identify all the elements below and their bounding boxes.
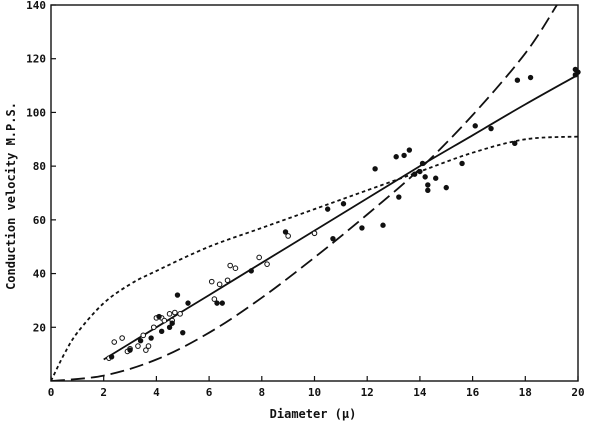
open-data-point	[140, 332, 147, 339]
filled-data-point	[372, 166, 378, 172]
filled-data-point	[472, 123, 478, 129]
x-tick-label: 12	[361, 386, 374, 399]
filled-data-point	[324, 206, 331, 212]
y-tick-label: 40	[33, 268, 46, 281]
plot-frame	[50, 4, 579, 382]
filled-data-point	[169, 320, 175, 326]
filled-data-point	[185, 300, 191, 306]
y-axis-label: Conduction velocity M.P.S.	[4, 102, 18, 290]
filled-data-point	[396, 194, 402, 200]
filled-data-point	[248, 268, 254, 274]
y-tick-label: 60	[33, 214, 46, 227]
filled-data-point	[422, 174, 428, 180]
open-data-point	[111, 339, 118, 345]
solid-curve	[103, 74, 578, 361]
filled-data-point	[137, 338, 144, 344]
filled-data-point	[459, 160, 465, 167]
filled-data-point	[417, 168, 423, 175]
open-data-point	[285, 233, 291, 239]
open-data-point	[145, 343, 152, 349]
filled-data-point	[512, 140, 518, 147]
open-data-point	[143, 347, 149, 353]
open-data-point	[166, 311, 173, 317]
x-axis-label: Diameter (μ)	[270, 407, 357, 421]
open-data-point	[264, 261, 270, 267]
open-data-point	[311, 230, 318, 237]
x-tick-label: 20	[571, 386, 584, 399]
x-tick-label: 10	[308, 386, 321, 399]
filled-data-point	[401, 152, 407, 159]
filled-data-point	[425, 187, 431, 194]
filled-data-point	[166, 324, 173, 330]
fitted-curves	[51, 5, 578, 381]
filled-data-point	[488, 125, 494, 132]
filled-data-point	[425, 182, 431, 188]
filled-data-point	[393, 154, 399, 160]
filled-data-point	[527, 74, 534, 81]
filled-data-point	[127, 347, 133, 353]
data-points	[106, 66, 581, 361]
y-axis-ticks: 20 40 60 80 100 120 140	[26, 0, 56, 334]
x-tick-label: 14	[413, 386, 427, 399]
x-tick-label: 0	[48, 386, 55, 399]
filled-data-point	[433, 175, 439, 181]
long-dash-curve	[51, 5, 558, 381]
x-tick-label: 16	[466, 386, 480, 399]
open-data-point	[227, 262, 233, 269]
filled-data-point	[330, 235, 336, 242]
filled-data-point	[108, 354, 115, 360]
filled-data-point	[174, 292, 181, 298]
x-tick-label: 18	[519, 386, 532, 399]
y-tick-label: 120	[26, 53, 46, 66]
filled-data-point	[156, 313, 162, 320]
open-data-point	[161, 317, 168, 324]
filled-data-point	[359, 225, 365, 231]
filled-data-point	[148, 335, 154, 341]
y-tick-label: 100	[26, 106, 46, 119]
filled-data-point	[214, 300, 220, 306]
filled-data-point	[282, 229, 289, 235]
filled-data-point	[380, 222, 386, 228]
x-tick-label: 6	[206, 386, 213, 399]
filled-data-point	[340, 201, 347, 207]
open-data-point	[232, 265, 239, 272]
filled-data-point	[158, 328, 165, 335]
x-tick-label: 4	[153, 386, 160, 399]
open-data-point	[177, 311, 183, 317]
x-tick-label: 8	[258, 386, 265, 399]
y-tick-label: 80	[33, 160, 46, 173]
filled-data-point	[575, 69, 581, 75]
open-data-point	[172, 309, 178, 316]
open-data-point	[135, 343, 141, 349]
y-tick-label: 140	[26, 0, 46, 12]
open-data-point	[119, 335, 125, 341]
filled-data-point	[219, 300, 225, 306]
open-data-point	[211, 296, 218, 302]
filled-data-point	[406, 147, 413, 153]
plot-border	[50, 4, 579, 382]
open-data-point	[208, 278, 215, 285]
open-data-point	[150, 324, 157, 331]
y-tick-label: 20	[33, 321, 46, 334]
x-tick-label: 2	[100, 386, 107, 399]
open-data-point	[256, 254, 262, 261]
filled-data-point	[180, 329, 186, 336]
open-data-point	[216, 281, 223, 288]
open-data-point	[224, 277, 231, 284]
short-dash-curve	[51, 135, 578, 381]
filled-data-point	[411, 171, 418, 177]
x-axis-ticks: 0 2 4 6 8 10 12 14 16 18 20	[48, 376, 585, 399]
filled-data-point	[419, 160, 426, 167]
filled-data-point	[514, 77, 521, 83]
filled-data-point	[443, 184, 449, 191]
